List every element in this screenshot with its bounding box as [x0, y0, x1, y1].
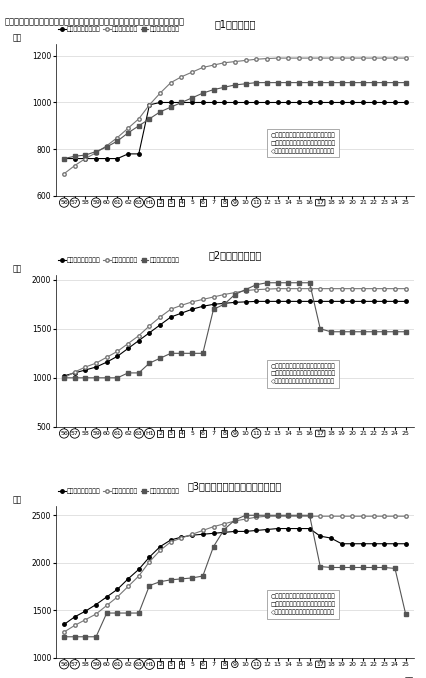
Title: （3）３人世帯（夫婦・子：４歳）: （3）３人世帯（夫婦・子：４歳）	[187, 481, 281, 491]
Text: ○：非課税限度額引上げ年度（基本額）
□：非課税限度額引上げ年度（加算額）
◇：非課税限度額引下げ年度（加算額）: ○：非課税限度額引上げ年度（基本額） □：非課税限度額引上げ年度（加算額） ◇：…	[270, 363, 335, 384]
Title: （1）単身世帯: （1）単身世帯	[214, 20, 255, 29]
Legend: 所得割非課税限度額, 生活保護基準額, 所得割課税最低限: 所得割非課税限度額, 生活保護基準額, 所得割課税最低限	[55, 255, 181, 266]
Text: 千円: 千円	[12, 33, 22, 43]
Text: 千円: 千円	[12, 264, 22, 273]
Legend: 所得割非課税限度額, 生活保護基準額, 所得割課税最低限: 所得割非課税限度額, 生活保護基準額, 所得割課税最低限	[55, 486, 181, 496]
Text: 千円: 千円	[12, 495, 22, 504]
Text: ○：非課税限度額引上げ年度（基本額）
□：非課税限度額引上げ年度（加算額）
◇：非課税限度額引下げ年度（加算額）: ○：非課税限度額引上げ年度（基本額） □：非課税限度額引上げ年度（加算額） ◇：…	[270, 594, 335, 615]
Text: 年度: 年度	[404, 676, 413, 678]
Text: ○：非課税限度額引上げ年度（基本額）
□：非課税限度額引上げ年度（加算額）
◇：非課税限度額引下げ年度（加算額）: ○：非課税限度額引上げ年度（基本額） □：非課税限度額引上げ年度（加算額） ◇：…	[270, 132, 335, 153]
Text: 図表７　世帯類型別所得割の非課税限度額、課税最低限と生活保護基準額の推移: 図表７ 世帯類型別所得割の非課税限度額、課税最低限と生活保護基準額の推移	[4, 17, 184, 26]
Legend: 所得割非課税限度額, 生活保護基準額, 所得割課税最低限: 所得割非課税限度額, 生活保護基準額, 所得割課税最低限	[55, 24, 181, 35]
Title: （2）夫婦２人世帯: （2）夫婦２人世帯	[208, 250, 261, 260]
